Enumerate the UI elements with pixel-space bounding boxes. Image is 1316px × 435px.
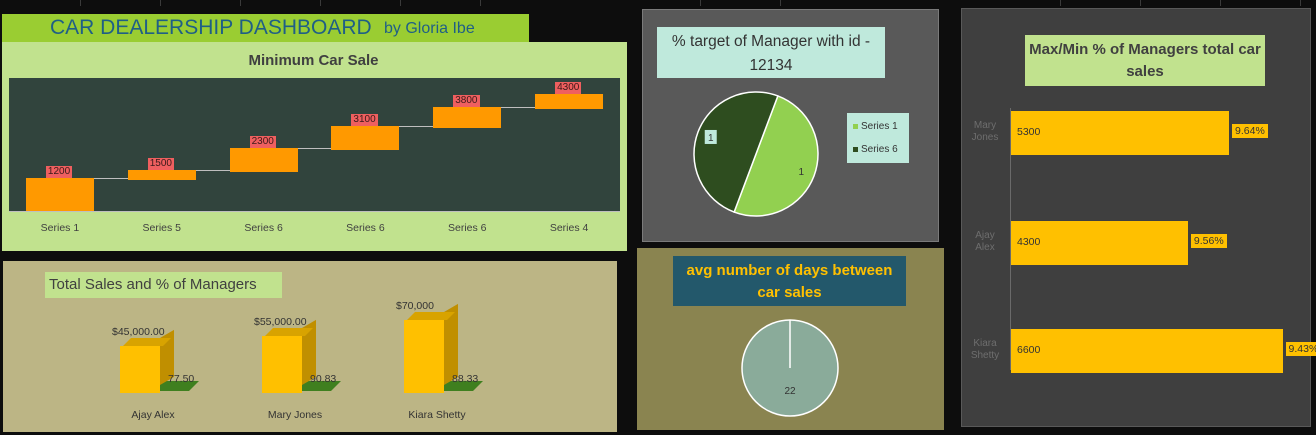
- max-min-bar: [1011, 329, 1283, 373]
- legend-swatch-series-1: [853, 123, 858, 129]
- max-min-category-first: Mary: [973, 120, 997, 131]
- min-connector: [93, 178, 128, 180]
- max-min-category-last: Alex: [975, 242, 995, 253]
- min-category-label: Series 6: [244, 222, 283, 234]
- target-title: % target of Manager with id - 12134: [657, 30, 885, 78]
- min-bar-label: 3100: [351, 114, 378, 127]
- max-min-pct-label: 9.64%: [1232, 124, 1268, 138]
- min-car-sale-title: Minimum Car Sale: [248, 52, 379, 69]
- max-min-pct-label: 9.43%: [1285, 342, 1316, 356]
- total-bar-top: [265, 327, 313, 336]
- max-title-line-1: Max/Min % of Managers total car: [1029, 41, 1261, 58]
- target-title-line-1: % target of Manager with id -: [671, 33, 871, 50]
- min-connector: [297, 148, 332, 150]
- min-bar: [25, 178, 94, 211]
- target-pie-label: 1: [708, 133, 714, 144]
- max-min-bar-value: 4300: [1017, 236, 1041, 248]
- min-bar-label: 1500: [147, 158, 174, 171]
- target-title-box: [657, 27, 885, 78]
- max-min-category-first: Ajay: [975, 230, 995, 241]
- legend-item-series-6: Series 6: [853, 144, 898, 155]
- total-pct-label: 88.33: [452, 373, 479, 385]
- min-bar-label: 1200: [45, 166, 73, 179]
- min-category-label: Series 5: [142, 222, 182, 234]
- max-min-title: Max/Min % of Managers total car sales: [1025, 39, 1265, 83]
- avg-title-line-1: avg number of days between: [686, 262, 893, 279]
- target-pie-slice: [693, 91, 779, 213]
- max-min-bar: [1011, 111, 1230, 155]
- legend-swatch-series-6: [853, 146, 858, 152]
- total-bar-top: [123, 338, 171, 347]
- total-pct-label: 77.50: [168, 373, 195, 385]
- min-bar: [535, 93, 604, 110]
- avg-days-title-box: [673, 256, 906, 306]
- max-min-category-last: Jones: [971, 132, 999, 143]
- target-pie-slice: [733, 95, 819, 217]
- avg-days-title: avg number of days between car sales: [673, 260, 906, 304]
- min-category-label: Series 1: [40, 222, 80, 234]
- min-car-sale-plot-area: [9, 78, 620, 212]
- avg-title-line-2: car sales: [757, 284, 822, 301]
- min-bar: [433, 107, 502, 129]
- min-connector: [399, 126, 434, 128]
- max-min-category: Kiara Shetty: [967, 338, 1003, 362]
- total-sales-title-box: [45, 272, 282, 298]
- max-min-category-first: Kiara: [973, 338, 997, 349]
- min-connector: [501, 107, 536, 109]
- max-min-axis: [1010, 108, 1011, 370]
- target-legend: Series 1 Series 6: [847, 113, 909, 163]
- max-min-category: Ajay Alex: [967, 230, 1003, 254]
- total-bar-value-label: $55,000.00: [254, 315, 307, 328]
- max-title-line-2: sales: [1126, 63, 1164, 80]
- total-category-label: Mary Jones: [267, 409, 323, 421]
- min-baseline: [9, 211, 620, 212]
- total-bar: [120, 346, 160, 393]
- avg-days-pie: 22: [741, 319, 839, 417]
- total-pct-label: 90.83: [310, 373, 337, 385]
- max-min-bar: [1011, 221, 1188, 265]
- max-min-bar-value: 6600: [1017, 344, 1041, 356]
- target-pie: 11: [693, 91, 819, 217]
- total-bar-value-label: $70,000: [396, 300, 434, 313]
- min-bar: [229, 148, 298, 173]
- min-bar-label: 4300: [555, 81, 582, 94]
- total-bar-value-label: $45,000.00: [112, 326, 165, 339]
- max-min-category: Mary Jones: [967, 120, 1003, 144]
- legend-item-series-1: Series 1: [853, 121, 898, 132]
- total-category-label: Kiara Shetty: [408, 409, 466, 421]
- dashboard-title: CAR DEALERSHIP DASHBOARD: [50, 16, 372, 39]
- total-sales-title: Total Sales and % of Managers: [49, 276, 257, 293]
- total-bar: [404, 320, 444, 393]
- max-min-bar-value: 5300: [1017, 126, 1041, 138]
- min-category-label: Series 6: [447, 222, 487, 234]
- min-connector: [195, 170, 230, 172]
- legend-label-series-6: Series 6: [861, 144, 898, 155]
- total-bar-top: [407, 312, 455, 321]
- min-bar: [331, 126, 400, 151]
- min-category-label: Series 6: [346, 222, 385, 234]
- max-min-category-last: Shetty: [970, 350, 1000, 361]
- min-bar: [127, 170, 196, 181]
- min-category-label: Series 4: [549, 222, 589, 234]
- min-bar-label: 2300: [249, 136, 276, 149]
- dashboard-author: by Gloria Ibe: [384, 20, 475, 37]
- max-min-pct-label: 9.56%: [1190, 234, 1227, 248]
- title-band: [2, 14, 529, 44]
- min-bar-label: 3800: [453, 95, 480, 108]
- total-category-label: Ajay Alex: [131, 409, 175, 421]
- target-pie-label: 1: [798, 167, 804, 178]
- avg-pie-label: 22: [784, 386, 796, 397]
- legend-label-series-1: Series 1: [861, 121, 898, 132]
- total-bar: [262, 335, 302, 393]
- target-title-line-2: 12134: [749, 57, 793, 74]
- max-min-title-box: [1025, 35, 1265, 86]
- target-pie-label-bg: [704, 129, 717, 144]
